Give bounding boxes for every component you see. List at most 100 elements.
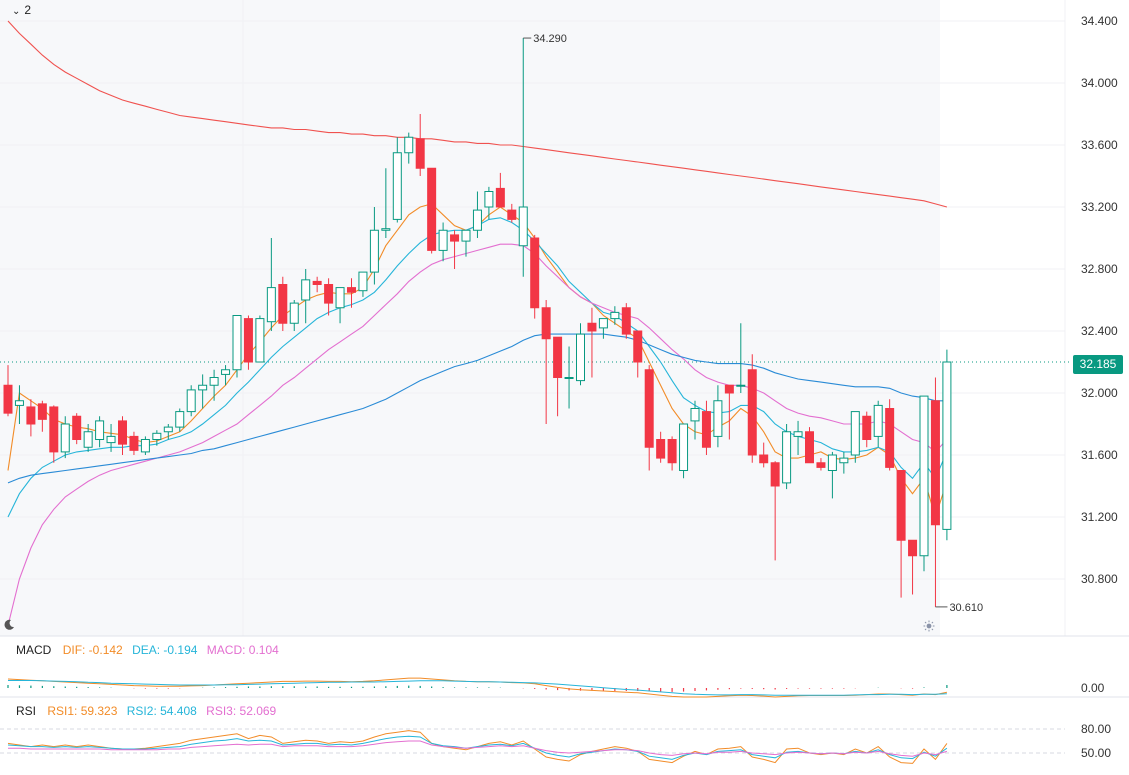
candle-body[interactable] [690, 408, 700, 422]
candle-body[interactable] [484, 191, 494, 208]
candle-body[interactable] [221, 369, 231, 375]
candle[interactable] [667, 436, 677, 471]
candle-body[interactable] [175, 411, 185, 428]
candle[interactable] [427, 167, 437, 254]
candle-body[interactable] [152, 432, 162, 440]
candle-body[interactable] [255, 318, 265, 363]
candle[interactable] [587, 307, 597, 378]
candle[interactable] [243, 315, 253, 370]
candle[interactable] [553, 336, 563, 417]
candle-body[interactable] [507, 209, 517, 220]
candlesticks[interactable] [3, 38, 952, 607]
candle-body[interactable] [243, 318, 253, 363]
candle-body[interactable] [896, 470, 906, 541]
candle-body[interactable] [724, 384, 734, 394]
candle[interactable] [598, 318, 608, 339]
candle[interactable] [106, 424, 116, 452]
candle-body[interactable] [427, 167, 437, 251]
candle[interactable] [60, 416, 70, 459]
candle-body[interactable] [621, 307, 631, 335]
candle-body[interactable] [701, 411, 711, 448]
candle[interactable] [518, 38, 528, 277]
candle-body[interactable] [885, 408, 895, 468]
candle-body[interactable] [942, 361, 952, 530]
candle-body[interactable] [83, 431, 93, 448]
candle-body[interactable] [381, 228, 391, 231]
candle-body[interactable] [461, 229, 471, 242]
moon-icon[interactable] [2, 618, 16, 637]
candle-body[interactable] [747, 369, 757, 456]
candle[interactable] [793, 420, 803, 455]
candle-body[interactable] [129, 435, 139, 451]
candle-body[interactable] [198, 384, 208, 391]
candle-body[interactable] [186, 389, 196, 413]
candle-body[interactable] [495, 187, 505, 208]
candle[interactable] [392, 137, 402, 223]
candle[interactable] [72, 413, 82, 445]
candle-body[interactable] [782, 431, 792, 484]
candle-body[interactable] [49, 406, 59, 453]
candle-body[interactable] [14, 400, 24, 406]
candle-body[interactable] [930, 400, 940, 526]
candle[interactable] [472, 191, 482, 239]
candle[interactable] [289, 300, 299, 331]
candle-body[interactable] [759, 454, 769, 464]
candle[interactable] [942, 349, 952, 541]
candle[interactable] [862, 411, 872, 448]
candle[interactable] [415, 114, 425, 176]
candle[interactable] [335, 287, 345, 324]
candle[interactable] [221, 365, 231, 386]
candle[interactable] [175, 408, 185, 432]
candle[interactable] [129, 431, 139, 455]
candle[interactable] [312, 276, 322, 293]
candle[interactable] [163, 424, 173, 440]
candle-body[interactable] [404, 136, 414, 154]
candle[interactable] [438, 222, 448, 262]
candle-body[interactable] [60, 423, 70, 453]
candle[interactable] [37, 400, 47, 432]
candle[interactable] [896, 470, 906, 598]
candle[interactable] [369, 207, 379, 285]
candle[interactable] [827, 451, 837, 499]
candle[interactable] [232, 315, 242, 378]
candle-body[interactable] [415, 138, 425, 169]
candle-body[interactable] [839, 457, 849, 464]
candle-body[interactable] [736, 384, 746, 387]
candle[interactable] [198, 374, 208, 409]
candle-body[interactable] [850, 411, 860, 456]
candle[interactable] [461, 229, 471, 257]
candle-body[interactable] [26, 406, 36, 425]
candle[interactable] [736, 323, 746, 393]
candle[interactable] [209, 369, 219, 401]
candle[interactable] [358, 271, 368, 297]
candle[interactable] [805, 427, 814, 464]
candle[interactable] [564, 346, 574, 409]
candle[interactable] [908, 539, 918, 595]
candle[interactable] [324, 278, 334, 316]
candle[interactable] [576, 323, 585, 386]
candle[interactable] [14, 385, 24, 424]
candle-body[interactable] [369, 229, 379, 273]
candle[interactable] [530, 234, 540, 319]
candle-body[interactable] [37, 403, 47, 420]
candle[interactable] [26, 399, 36, 437]
candle[interactable] [404, 132, 414, 164]
candle[interactable] [679, 423, 689, 479]
candle[interactable] [381, 168, 391, 238]
candle-body[interactable] [805, 431, 814, 464]
candle[interactable] [885, 399, 895, 471]
candle-body[interactable] [518, 206, 528, 247]
candle[interactable] [255, 315, 265, 363]
candle-body[interactable] [118, 420, 127, 445]
candle[interactable] [644, 365, 654, 471]
candle-body[interactable] [140, 439, 150, 453]
candle[interactable] [839, 451, 849, 474]
candle[interactable] [633, 330, 643, 378]
candle[interactable] [747, 354, 757, 463]
candle[interactable] [507, 203, 517, 223]
candle-body[interactable] [656, 439, 666, 459]
candle-body[interactable] [816, 462, 826, 468]
candle-body[interactable] [301, 279, 311, 301]
candle-body[interactable] [347, 287, 356, 293]
